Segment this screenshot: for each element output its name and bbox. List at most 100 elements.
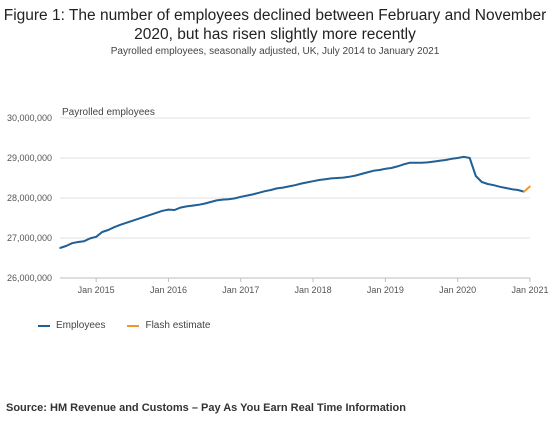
x-tick-label: Jan 2020 <box>439 285 476 295</box>
data-point <box>480 181 483 183</box>
data-point <box>161 210 164 212</box>
legend-item-flash: Flash estimate <box>127 320 211 331</box>
data-point <box>239 196 242 198</box>
axes: 26,000,000 27,000,000 28,000,000 29,000,000… <box>7 113 549 295</box>
data-point <box>487 183 489 185</box>
x-tick-label: Jan 2015 <box>78 285 115 295</box>
data-point <box>173 209 176 211</box>
data-point <box>65 245 67 247</box>
data-point <box>529 185 531 188</box>
data-point <box>330 177 332 180</box>
data-point <box>523 190 525 193</box>
data-point <box>185 205 188 208</box>
data-point <box>312 180 314 182</box>
y-tick-label: 30,000,000 <box>7 113 52 123</box>
gridlines <box>60 117 530 279</box>
data-point <box>288 185 290 188</box>
data-point <box>221 198 224 201</box>
data-point <box>83 240 85 242</box>
series-line-flash-estimate <box>523 185 531 193</box>
data-point <box>499 186 501 188</box>
data-point <box>474 175 477 177</box>
data-point <box>444 159 447 161</box>
data-point <box>384 168 387 170</box>
x-tick-label: Jan 2018 <box>295 285 332 295</box>
data-point <box>366 171 369 174</box>
data-point <box>95 236 97 238</box>
data-point <box>167 208 170 211</box>
data-point <box>270 189 272 191</box>
data-point <box>342 176 345 179</box>
y-tick-label: 27,000,000 <box>7 233 52 243</box>
data-point <box>149 214 152 216</box>
data-point <box>450 158 453 160</box>
data-point <box>348 176 351 178</box>
data-point <box>276 187 278 190</box>
data-point <box>360 173 363 175</box>
data-point <box>113 226 116 228</box>
legend-label-flash: Flash estimate <box>145 320 211 331</box>
data-point <box>505 187 507 189</box>
data-point <box>71 242 73 244</box>
x-tick-label: Jan 2019 <box>367 285 404 295</box>
data-point <box>426 161 429 164</box>
legend-label-employees: Employees <box>56 320 106 331</box>
data-point <box>209 201 212 203</box>
line-chart: 26,000,000 27,000,000 28,000,000 29,000,000… <box>7 107 549 295</box>
data-point <box>402 163 405 166</box>
data-point <box>125 222 128 224</box>
legend: Employees Flash estimate <box>38 320 211 331</box>
legend-swatch-flash <box>127 324 140 327</box>
data-point <box>101 231 103 233</box>
data-point <box>89 237 91 240</box>
y-tick-label: 26,000,000 <box>7 273 52 283</box>
series-line-employees <box>59 155 525 249</box>
data-point <box>396 165 399 168</box>
data-point <box>215 199 218 202</box>
data-point <box>306 181 308 184</box>
data-point <box>203 202 206 205</box>
data-point <box>324 178 326 180</box>
data-point <box>354 174 357 177</box>
data-point <box>414 162 417 164</box>
data-point <box>336 177 338 179</box>
data-point <box>137 218 140 220</box>
data-point <box>468 157 471 159</box>
data-point <box>517 189 519 191</box>
y-tick-label: 29,000,000 <box>7 153 52 163</box>
data-point <box>179 206 182 209</box>
chart-title: Figure 1: The number of employees declin… <box>3 7 547 43</box>
legend-item-employees: Employees <box>38 320 105 331</box>
data-point <box>300 182 302 185</box>
chart-subtitle: Payrolled employees, seasonally adjusted… <box>110 46 440 57</box>
data-point <box>264 190 266 192</box>
data-point <box>191 204 194 207</box>
data-point <box>408 162 411 164</box>
y-axis-label: Payrolled employees <box>62 107 155 118</box>
data-point <box>245 194 248 197</box>
data-point <box>493 184 495 186</box>
data-point <box>227 198 230 200</box>
legend-swatch-employees <box>38 324 50 327</box>
data-point <box>372 170 375 172</box>
data-point <box>77 241 79 243</box>
data-point <box>318 179 320 181</box>
data-point <box>107 229 110 231</box>
source-note: Source: HM Revenue and Customs – Pay As … <box>6 402 406 414</box>
data-point <box>438 160 441 162</box>
x-tick-label: Jan 2016 <box>150 285 187 295</box>
series-lines <box>59 155 531 249</box>
y-tick-label: 28,000,000 <box>7 193 52 203</box>
data-point <box>462 156 465 158</box>
data-point <box>233 197 236 200</box>
data-point <box>294 184 296 186</box>
data-point <box>390 167 393 169</box>
data-point <box>420 162 423 164</box>
data-point <box>456 157 459 159</box>
data-point <box>511 188 513 190</box>
data-point <box>282 186 284 189</box>
data-point <box>197 204 200 206</box>
x-tick-label: Jan 2021 <box>511 285 548 295</box>
data-point <box>155 212 158 214</box>
data-point <box>59 247 61 249</box>
